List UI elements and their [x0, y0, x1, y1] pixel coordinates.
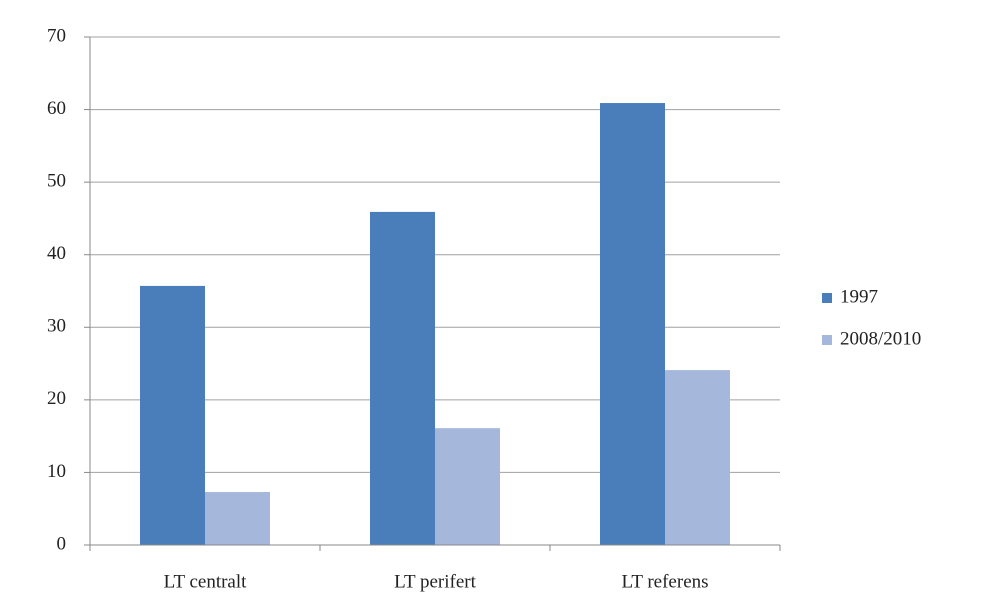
bar: [140, 285, 205, 545]
y-tick-label: 30: [47, 316, 66, 337]
x-tick-label: LT perifert: [394, 571, 477, 592]
bar: [435, 428, 500, 545]
y-tick-label: 40: [47, 243, 66, 264]
y-tick-label: 50: [47, 171, 66, 192]
legend-label: 2008/2010: [840, 328, 921, 349]
x-tick-label: LT referens: [621, 571, 708, 592]
bar: [665, 370, 730, 545]
bar: [205, 492, 270, 545]
y-tick-label: 20: [47, 388, 66, 409]
bar: [600, 103, 665, 545]
y-tick-label: 60: [47, 98, 66, 119]
y-tick-label: 0: [57, 533, 67, 554]
legend-swatch: [822, 293, 832, 303]
legend-swatch: [822, 335, 832, 345]
x-tick-label: LT centralt: [164, 571, 248, 592]
bar: [370, 211, 435, 545]
y-tick-label: 10: [47, 461, 66, 482]
y-tick-label: 70: [47, 25, 66, 46]
legend-label: 1997: [840, 286, 878, 307]
